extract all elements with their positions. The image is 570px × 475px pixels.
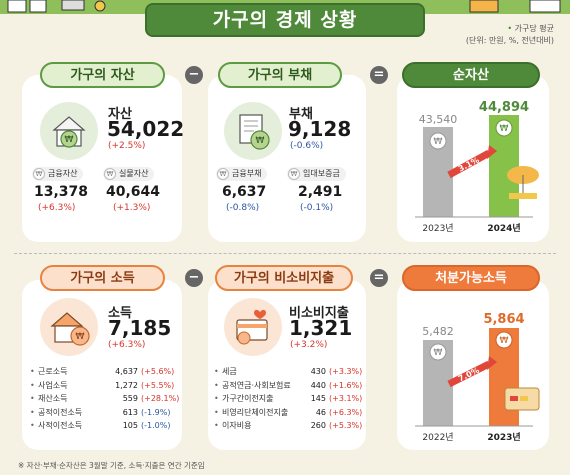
debt-card	[208, 75, 366, 242]
coin-icon: ₩	[217, 168, 229, 180]
disposable-income-year-2022: 2022년	[422, 432, 453, 443]
non-consumption-breakdown-list: • 세금 430 (+3.3%) • 공적연금·사회보험료 440 (+1.6%) • 가구간…	[214, 365, 362, 433]
coin-symbol: ₩	[434, 137, 443, 147]
section-divider	[14, 253, 556, 254]
net-assets-year-2024: 2024년	[487, 222, 520, 234]
svg-text:₩: ₩	[65, 135, 74, 145]
disposable-income-value-2023: 5,864	[483, 312, 524, 327]
real-assets-change: (+1.3%)	[113, 203, 151, 213]
income-label: 소득	[108, 306, 132, 321]
financial-debt-label: ₩ 금융부채	[216, 167, 268, 181]
debt-label: 부채	[289, 107, 313, 122]
list-item: • 사업소득 1,272 (+5.5%)	[30, 380, 175, 390]
income-change: (+6.3%)	[108, 340, 146, 350]
income-header: 가구의 소득	[40, 265, 165, 291]
growth-arrow	[447, 149, 491, 179]
non-consumption-change: (+3.2%)	[290, 340, 328, 350]
equals-operator: =	[370, 269, 388, 287]
disposable-income-growth: 7.0%	[457, 366, 481, 384]
net-assets-header: 순자산	[402, 62, 540, 88]
disposable-income-header: 처분가능소득	[402, 265, 540, 291]
list-item: • 비영리단체이전지출 46 (+6.3%)	[214, 407, 363, 417]
house-coin-icon: ₩	[40, 102, 98, 160]
debt-change: (-0.6%)	[290, 141, 324, 151]
unit-note-line2: (단위: 만원, %, 전년대비)	[465, 36, 554, 45]
coin-symbol: ₩	[500, 336, 509, 346]
rental-deposit-value: 2,491	[298, 184, 343, 200]
coin-icon: ₩	[33, 168, 45, 180]
unit-note-line1: 가구당 평균	[514, 24, 554, 33]
equals-operator: =	[370, 66, 388, 84]
financial-debt-change: (-0.8%)	[226, 203, 260, 213]
document-coin-icon: ₩	[224, 102, 282, 160]
non-consumption-header: 가구의 비소비지출	[215, 265, 353, 291]
growth-arrow	[447, 360, 491, 388]
net-assets-year-2023: 2023년	[422, 223, 453, 234]
real-assets-label: ₩ 실물자산	[103, 167, 155, 181]
non-consumption-label: 비소비지출	[289, 306, 349, 321]
list-item: • 이자비용 260 (+5.3%)	[214, 421, 363, 430]
financial-assets-change: (+6.3%)	[38, 203, 76, 213]
unit-note: • 가구당 평균 (단위: 만원, %, 전년대비)	[465, 24, 554, 45]
assets-change: (+2.5%)	[108, 141, 146, 151]
list-item: • 세금 430 (+3.3%)	[214, 367, 363, 376]
coin-icon	[429, 132, 447, 150]
list-item: • 가구간이전지출 145 (+3.1%)	[214, 394, 363, 403]
assets-value: 54,022	[107, 117, 185, 141]
minus-operator: −	[185, 269, 203, 287]
coin-icon	[495, 119, 513, 137]
rental-deposit-label: ₩ 임대보증금	[287, 167, 346, 181]
debt-header: 가구의 부채	[218, 62, 342, 88]
footnote: ※ 자산·부채·순자산은 3월말 기준, 소득·지출은 연간 기준임	[18, 461, 205, 470]
non-consumption-value: 1,321	[289, 316, 353, 340]
financial-assets-value: 13,378	[34, 184, 89, 200]
list-item: • 근로소득 4,637 (+5.6%)	[30, 367, 175, 376]
coin-icon: ₩	[288, 168, 300, 180]
coin-icon	[429, 343, 447, 361]
coin-icon: ₩	[104, 168, 116, 180]
net-assets-growth: 3.1%	[457, 156, 481, 174]
minus-operator: −	[185, 66, 203, 84]
page-title: 가구의 경제 상황	[145, 3, 425, 37]
list-item: • 공적이전소득 613 (-1.9%)	[30, 407, 171, 417]
svg-text:₩: ₩	[76, 332, 85, 342]
house-coin-icon: ₩	[40, 298, 98, 356]
financial-debt-value: 6,637	[222, 184, 267, 200]
income-value: 7,185	[108, 316, 172, 340]
card-heart-icon	[224, 298, 282, 356]
coin-icon	[495, 331, 513, 349]
disposable-income-value-2022: 5,482	[422, 325, 454, 338]
svg-text:₩: ₩	[256, 136, 265, 146]
list-item: • 재산소득 559 (+28.1%)	[30, 394, 180, 403]
list-item: • 공적연금·사회보험료 440 (+1.6%)	[214, 380, 363, 390]
rental-deposit-change: (-0.1%)	[300, 203, 334, 213]
financial-assets-label: ₩ 금융자산	[32, 167, 84, 181]
assets-header: 가구의 자산	[40, 62, 165, 88]
coin-stack-icon	[509, 193, 537, 199]
coin-symbol: ₩	[500, 124, 509, 134]
assets-label: 자산	[108, 107, 132, 122]
real-assets-value: 40,644	[106, 184, 161, 200]
assets-card	[22, 75, 182, 242]
debt-value: 9,128	[288, 117, 352, 141]
income-breakdown-list: • 근로소득 4,637 (+5.6%) • 사업소득 1,272 (+5.5%) • 재산소…	[30, 365, 179, 433]
disposable-income-year-2023: 2023년	[487, 431, 520, 443]
net-assets-value-2023: 43,540	[419, 113, 458, 126]
disposable-income-chart: ₩ ₩ 7.0% 5,482 5,864 2022년 2023년	[415, 312, 540, 443]
net-assets-value-2024: 44,894	[479, 100, 529, 115]
coin-symbol: ₩	[434, 348, 443, 358]
net-assets-chart: ₩ ₩ 3.1% 43,540 44,894 2023년 2024년	[415, 100, 539, 234]
list-item: • 사적이전소득 105 (-1.0%)	[30, 421, 171, 430]
disposable-income-card	[397, 280, 549, 450]
